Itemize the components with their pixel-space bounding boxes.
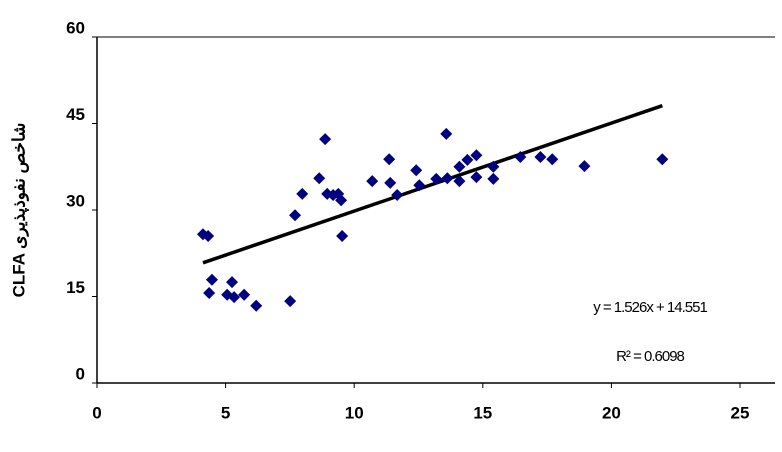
equation-label: y = 1.526x + 14.551 — [593, 299, 707, 316]
data-point — [383, 153, 396, 166]
data-point — [284, 295, 297, 308]
trendline — [202, 104, 663, 265]
data-point — [413, 179, 426, 192]
data-point — [203, 287, 216, 300]
x-tick-label: 20 — [602, 403, 621, 422]
x-tick-label: 10 — [345, 403, 364, 422]
y-axis-title: CLFA شاخص نفوذپذیری — [9, 123, 29, 298]
y-tick-label: 30 — [66, 191, 85, 210]
data-point — [578, 160, 591, 173]
x-tick-label: 15 — [473, 403, 492, 422]
data-point — [656, 153, 669, 166]
x-tick-label: 0 — [92, 403, 101, 422]
data-point — [391, 189, 404, 202]
data-point — [453, 175, 466, 188]
data-point — [296, 187, 309, 200]
y-tick-label: 0 — [76, 364, 85, 383]
data-point — [226, 276, 239, 289]
data-point — [441, 172, 454, 185]
data-point — [470, 149, 483, 162]
data-point — [289, 209, 302, 222]
data-point — [336, 229, 349, 242]
data-point — [250, 299, 263, 312]
data-point — [384, 176, 397, 189]
y-tick-label: 15 — [66, 278, 85, 297]
data-point — [487, 160, 500, 173]
data-point — [487, 172, 500, 185]
x-tick-label: 25 — [731, 403, 750, 422]
data-point — [440, 127, 453, 140]
y-tick-label: 60 — [66, 18, 85, 37]
data-point — [228, 291, 241, 304]
data-point — [313, 172, 326, 185]
data-point — [366, 175, 379, 188]
data-point — [546, 153, 559, 166]
data-point — [410, 164, 423, 177]
data-point — [335, 194, 348, 207]
data-point — [461, 153, 474, 166]
data-point — [430, 172, 443, 185]
data-point — [238, 288, 251, 301]
data-point — [514, 150, 527, 163]
data-point — [319, 133, 332, 146]
data-point — [202, 229, 215, 242]
data-point — [453, 160, 466, 173]
x-tick-label: 5 — [221, 403, 230, 422]
data-point — [534, 150, 547, 163]
data-point — [470, 171, 483, 184]
y-tick-label: 45 — [66, 105, 85, 124]
r2-label: R² = 0.6098 — [616, 348, 684, 365]
data-point — [205, 273, 218, 286]
